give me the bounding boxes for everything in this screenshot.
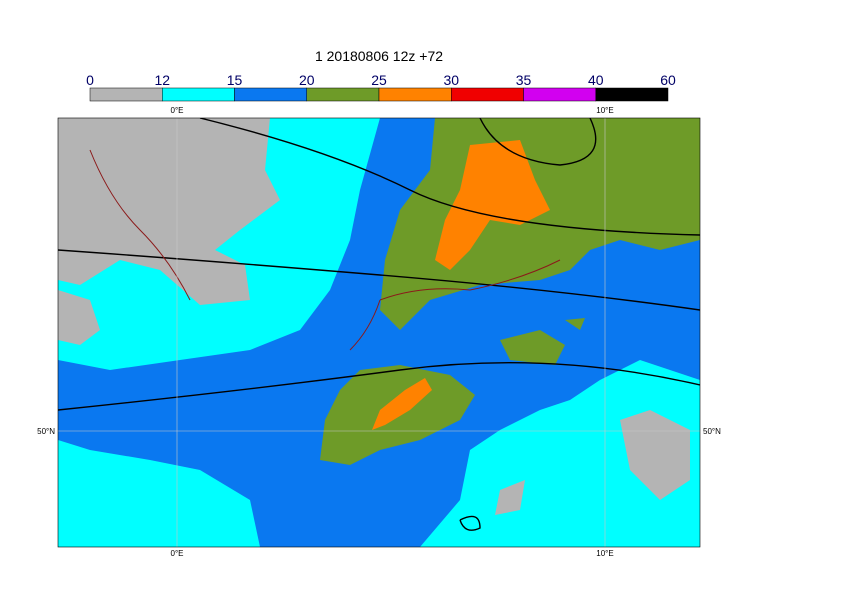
colorbar-segment — [306, 87, 380, 102]
colorbar-segment — [523, 87, 596, 102]
colorbar-segment — [451, 87, 524, 102]
colorbar-segment — [162, 87, 235, 102]
colorbar-tick-label: 15 — [227, 72, 243, 88]
colorbar-tick-label: 35 — [516, 72, 532, 88]
graticule — [58, 118, 700, 547]
map-field — [58, 118, 700, 547]
colorbar-tick-label: 12 — [154, 72, 170, 88]
colorbar: 0 12 15 20 25 30 35 40 60 — [86, 72, 676, 102]
lat-label: 50°N — [703, 427, 721, 436]
colorbar-tick-label: 30 — [443, 72, 459, 88]
lat-label: 50°N — [37, 427, 55, 436]
lon-label: 0°E — [171, 106, 184, 115]
colorbar-tick-label: 20 — [299, 72, 315, 88]
colorbar-tick-label: 60 — [660, 72, 676, 88]
colorbar-segment — [378, 87, 452, 102]
lon-label: 10°E — [596, 106, 613, 115]
lon-label: 10°E — [596, 549, 613, 558]
lon-label: 0°E — [171, 549, 184, 558]
colorbar-tick-label: 40 — [588, 72, 604, 88]
colorbar-tick-label: 25 — [371, 72, 387, 88]
colorbar-segment — [234, 87, 307, 102]
colorbar-segment — [595, 87, 669, 102]
map-frame — [57, 117, 701, 548]
colorbar-segment — [89, 87, 163, 102]
colorbar-tick-label: 0 — [86, 72, 94, 88]
map-title: 1 20180806 12z +72 — [315, 48, 443, 64]
